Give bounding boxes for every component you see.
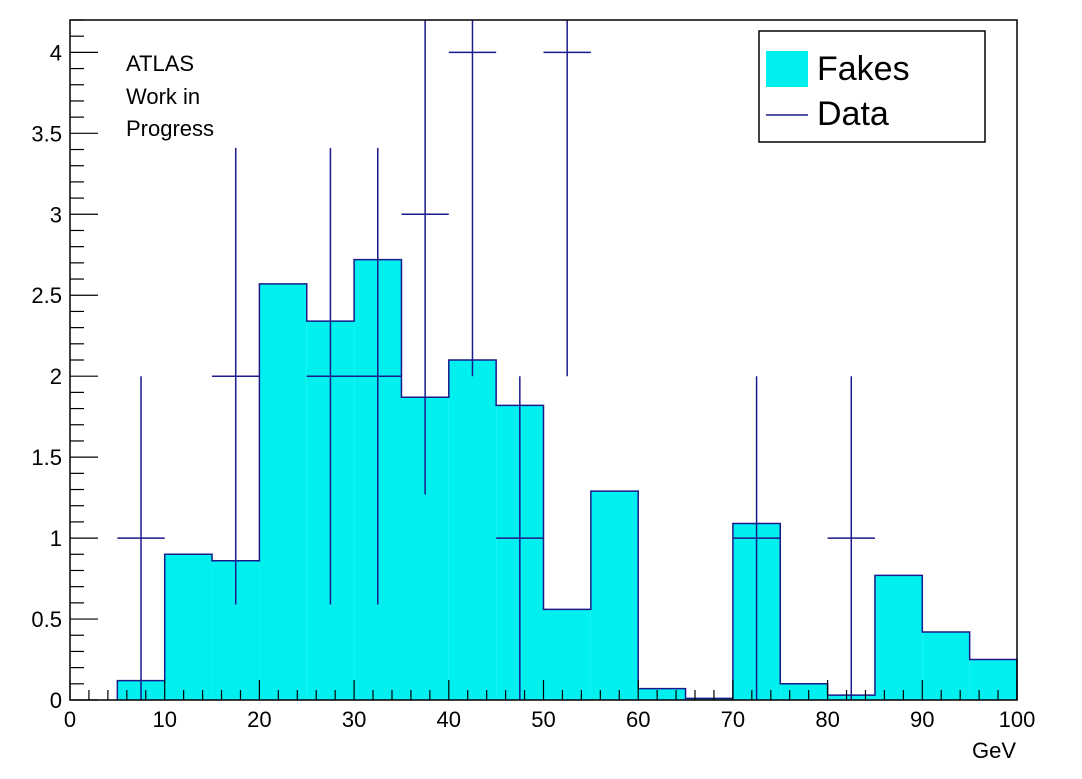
fakes-bin	[780, 683, 828, 700]
fakes-bin	[638, 688, 686, 700]
x-tick-label: 80	[815, 707, 839, 732]
data-point	[543, 20, 591, 377]
data-point	[401, 20, 449, 495]
x-axis-title: GeV	[972, 738, 1016, 763]
annotation-line-1: ATLAS	[126, 51, 194, 76]
fakes-bin	[543, 609, 591, 700]
y-tick-label: 2.5	[31, 283, 62, 308]
x-tick-label: 10	[152, 707, 176, 732]
x-tick-label: 100	[999, 707, 1036, 732]
fakes-outline	[116, 258, 1018, 700]
data-point	[732, 376, 781, 700]
y-tick-label: 1	[50, 526, 62, 551]
legend-data-label: Data	[817, 95, 889, 133]
x-axis: 0 10 20 30 40 50 60 70 80 90 100	[64, 680, 1035, 732]
fakes-bin	[922, 632, 970, 700]
y-tick-label: 0.5	[31, 607, 62, 632]
fakes-bin	[969, 659, 1017, 700]
data-point	[117, 376, 165, 700]
fakes-bin	[685, 698, 733, 700]
fakes-bin	[874, 575, 923, 700]
y-tick-label: 4	[50, 40, 62, 65]
y-tick-label: 2	[50, 364, 62, 389]
y-tick-label: 0	[50, 688, 62, 713]
y-axis: 0 0.5 1 1.5 2 2.5 3 3.5 4	[31, 19, 98, 713]
fakes-bin	[590, 491, 639, 700]
y-tick-label: 3	[50, 202, 62, 227]
data-error-bars	[117, 20, 875, 700]
annotation-line-2: Work in	[126, 84, 200, 109]
legend: Fakes Data	[758, 30, 986, 143]
data-point	[827, 376, 875, 700]
x-tick-label: 90	[910, 707, 934, 732]
x-tick-label: 20	[247, 707, 271, 732]
x-tick-label: 0	[64, 707, 76, 732]
fakes-bin	[259, 283, 307, 700]
data-point	[306, 147, 355, 605]
fakes-bin	[164, 554, 213, 700]
y-tick-label: 1.5	[31, 445, 62, 470]
data-point	[212, 147, 260, 605]
atlas-annotation: ATLAS Work in Progress	[126, 51, 214, 141]
legend-fakes-label: Fakes	[817, 50, 910, 88]
data-point	[496, 376, 544, 700]
x-tick-label: 70	[721, 707, 745, 732]
data-point	[354, 147, 402, 605]
legend-fakes-swatch	[766, 51, 808, 87]
annotation-line-3: Progress	[126, 116, 214, 141]
x-tick-label: 30	[342, 707, 366, 732]
x-tick-label: 50	[531, 707, 555, 732]
data-point	[448, 20, 497, 377]
x-tick-label: 60	[626, 707, 650, 732]
x-tick-label: 40	[437, 707, 461, 732]
fakes-bin	[448, 360, 497, 700]
y-tick-label: 3.5	[31, 121, 62, 146]
